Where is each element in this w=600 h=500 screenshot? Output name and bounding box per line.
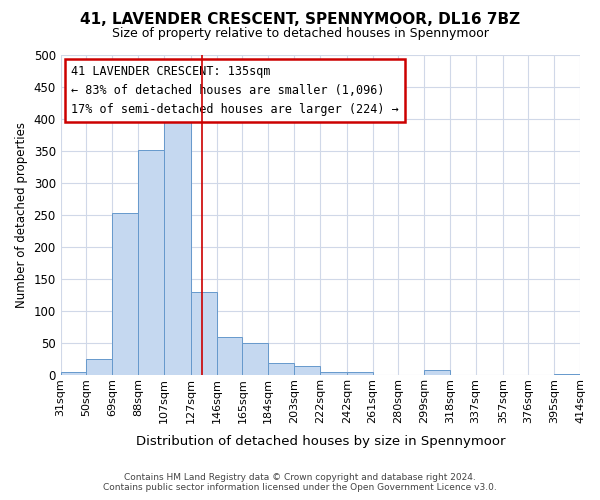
Bar xyxy=(294,366,320,376)
Bar xyxy=(347,372,373,376)
Bar xyxy=(554,374,580,376)
Text: Contains HM Land Registry data © Crown copyright and database right 2024.
Contai: Contains HM Land Registry data © Crown c… xyxy=(103,473,497,492)
Bar xyxy=(86,360,112,376)
Bar xyxy=(320,372,347,376)
Text: Size of property relative to detached houses in Spennymoor: Size of property relative to detached ho… xyxy=(112,28,488,40)
Bar xyxy=(112,214,138,376)
Y-axis label: Number of detached properties: Number of detached properties xyxy=(15,122,28,308)
X-axis label: Distribution of detached houses by size in Spennymoor: Distribution of detached houses by size … xyxy=(136,434,505,448)
Bar xyxy=(138,150,164,376)
Bar xyxy=(217,337,242,376)
Bar xyxy=(268,362,294,376)
Bar xyxy=(61,372,86,376)
Bar xyxy=(191,292,217,376)
Text: 41, LAVENDER CRESCENT, SPENNYMOOR, DL16 7BZ: 41, LAVENDER CRESCENT, SPENNYMOOR, DL16 … xyxy=(80,12,520,28)
Bar xyxy=(164,119,191,376)
Text: 41 LAVENDER CRESCENT: 135sqm
← 83% of detached houses are smaller (1,096)
17% of: 41 LAVENDER CRESCENT: 135sqm ← 83% of de… xyxy=(71,64,399,116)
Bar xyxy=(242,344,268,376)
Bar xyxy=(424,370,450,376)
